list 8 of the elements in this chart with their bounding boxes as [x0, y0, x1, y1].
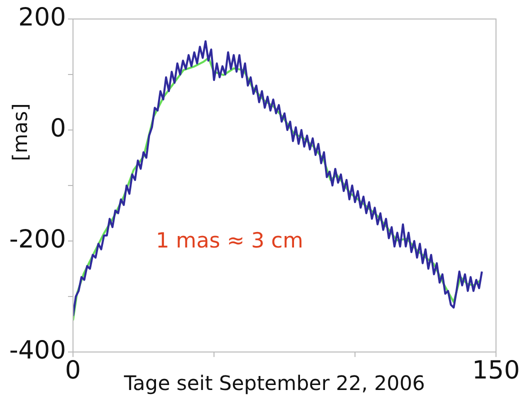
x-axis-title: Tage seit September 22, 2006 — [123, 371, 425, 396]
y-tick-label: 200 — [18, 2, 66, 32]
annotation: 1 mas ≈ 3 cm — [156, 228, 304, 253]
y-tick-label: -200 — [9, 224, 66, 254]
y-axis-title: [mas] — [8, 103, 32, 162]
x-tick-label: 150 — [472, 356, 520, 384]
y-tick-label: 0 — [50, 114, 66, 142]
y-tick-label: -400 — [9, 336, 66, 364]
